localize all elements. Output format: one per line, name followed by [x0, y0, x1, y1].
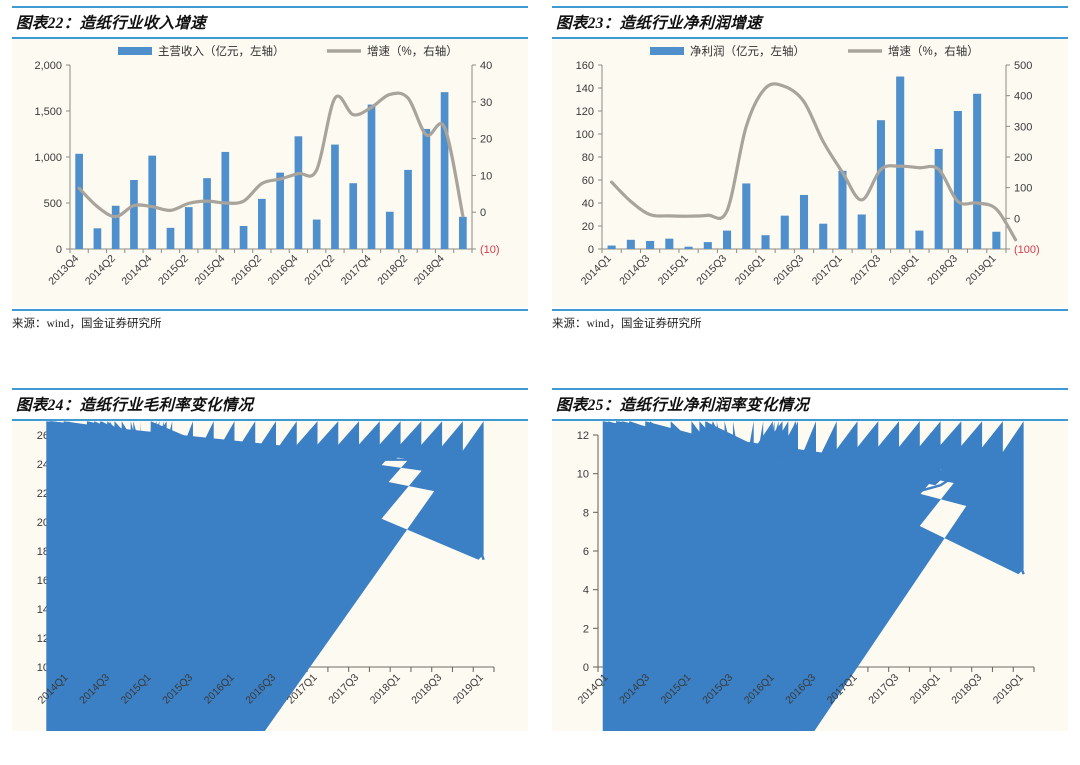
source-bar-23: 来源：wind，国金证券研究所 [552, 309, 1068, 331]
svg-text:10: 10 [37, 662, 49, 674]
svg-text:0: 0 [583, 662, 589, 674]
svg-text:140: 140 [576, 83, 594, 95]
svg-text:100: 100 [1014, 183, 1032, 195]
svg-text:26: 26 [37, 430, 49, 442]
svg-text:增速（%，右轴）: 增速（%，右轴） [367, 44, 458, 58]
svg-text:80: 80 [582, 152, 594, 164]
svg-text:0: 0 [480, 207, 486, 219]
figure-panel-22: 图表22：造纸行业收入增速 主营收入（亿元，左轴） 增速（%，右轴） 0 500 1,0… [0, 0, 540, 382]
value-markers [46, 421, 484, 731]
svg-text:(100): (100) [1014, 244, 1040, 256]
figure-title-bar-25: 图表25：造纸行业净利润率变化情况 [552, 388, 1068, 421]
bar-series [75, 92, 467, 249]
growth-line [610, 82, 1018, 242]
svg-text:60: 60 [582, 175, 594, 187]
svg-text:20: 20 [37, 517, 49, 529]
svg-text:30: 30 [480, 97, 492, 109]
source-note-22: 来源：wind，国金证券研究所 [12, 318, 162, 330]
chart-22-canvas: 主营收入（亿元，左轴） 增速（%，右轴） 0 500 1,000 1,500 2,000 (1… [12, 39, 528, 307]
svg-text:1,000: 1,000 [34, 152, 62, 164]
figure-panel-23: 图表23：造纸行业净利润增速 净利润（亿元，左轴） 增速（%，右轴） 0 20 40 60… [540, 0, 1080, 382]
value-markers [602, 421, 1024, 731]
svg-text:120: 120 [576, 106, 594, 118]
svg-text:160: 160 [576, 60, 594, 72]
svg-text:4: 4 [583, 585, 589, 597]
svg-text:10: 10 [577, 469, 589, 481]
svg-text:(10): (10) [480, 244, 500, 256]
chart-23: 净利润（亿元，左轴） 增速（%，右轴） 0 20 40 60 80 100 120 140 160 (… [552, 39, 1068, 307]
svg-text:20: 20 [582, 221, 594, 233]
svg-text:500: 500 [44, 198, 62, 210]
source-bar-22: 来源：wind，国金证券研究所 [12, 309, 528, 331]
svg-text:24: 24 [37, 459, 49, 471]
source-note-23: 来源：wind，国金证券研究所 [552, 318, 702, 330]
svg-text:400: 400 [1014, 91, 1032, 103]
svg-text:40: 40 [480, 60, 492, 72]
figure-title-bar-22: 图表22：造纸行业收入增速 [12, 6, 528, 39]
figure-title-23: 图表23：造纸行业净利润增速 [556, 15, 762, 32]
svg-text:16: 16 [37, 575, 49, 587]
chart-legend: 主营收入（亿元，左轴） 增速（%，右轴） [118, 44, 458, 58]
chart-24: 10 12 14 16 18 20 22 24 26 2014Q1 2014Q3 2015Q1 2015… [12, 421, 528, 731]
svg-text:主营收入（亿元，左轴）: 主营收入（亿元，左轴） [158, 44, 285, 58]
svg-text:100: 100 [576, 129, 594, 141]
svg-text:2,000: 2,000 [34, 60, 62, 72]
svg-text:增速（%，右轴）: 增速（%，右轴） [888, 44, 979, 58]
svg-text:300: 300 [1014, 121, 1032, 133]
svg-text:12: 12 [37, 633, 49, 645]
svg-text:1,500: 1,500 [34, 106, 62, 118]
figure-title-bar-24: 图表24：造纸行业毛利率变化情况 [12, 388, 528, 421]
svg-text:0: 0 [1014, 213, 1020, 225]
figure-title-24: 图表24：造纸行业毛利率变化情况 [16, 397, 254, 414]
svg-text:12: 12 [577, 430, 589, 442]
svg-text:6: 6 [583, 546, 589, 558]
figure-title-25: 图表25：造纸行业净利润率变化情况 [556, 397, 810, 414]
svg-text:200: 200 [1014, 152, 1032, 164]
svg-text:8: 8 [583, 507, 589, 519]
svg-text:40: 40 [582, 198, 594, 210]
svg-text:500: 500 [1014, 60, 1032, 72]
figure-panel-25: 图表25：造纸行业净利润率变化情况 0 2 4 6 8 10 12 2014Q1 2014Q3 2… [540, 382, 1080, 765]
growth-line [77, 91, 465, 219]
figure-panel-24: 图表24：造纸行业毛利率变化情况 10 12 14 16 18 20 22 24 26 2014Q… [0, 382, 540, 765]
svg-text:14: 14 [37, 604, 49, 616]
chart-25: 0 2 4 6 8 10 12 2014Q1 2014Q3 2015Q1 2015Q3 2016Q1 2… [552, 421, 1068, 731]
svg-text:净利润（亿元，左轴）: 净利润（亿元，左轴） [690, 44, 805, 58]
svg-text:10: 10 [480, 170, 492, 182]
chart-legend: 净利润（亿元，左轴） 增速（%，右轴） [650, 44, 979, 58]
bar-series [607, 76, 1001, 249]
svg-text:2: 2 [583, 623, 589, 635]
svg-text:22: 22 [37, 488, 49, 500]
figure-title-bar-23: 图表23：造纸行业净利润增速 [552, 6, 1068, 39]
figure-title-22: 图表22：造纸行业收入增速 [16, 15, 206, 32]
svg-text:0: 0 [588, 244, 594, 256]
svg-text:18: 18 [37, 546, 49, 558]
svg-text:20: 20 [480, 134, 492, 146]
chart-22: 主营收入（亿元，左轴） 增速（%，右轴） 0 500 1,000 1,500 2,000 (1… [12, 39, 528, 307]
svg-text:0: 0 [56, 244, 62, 256]
chart-23-canvas: 净利润（亿元，左轴） 增速（%，右轴） 0 20 40 60 80 100 120 140 160 (… [552, 39, 1068, 307]
